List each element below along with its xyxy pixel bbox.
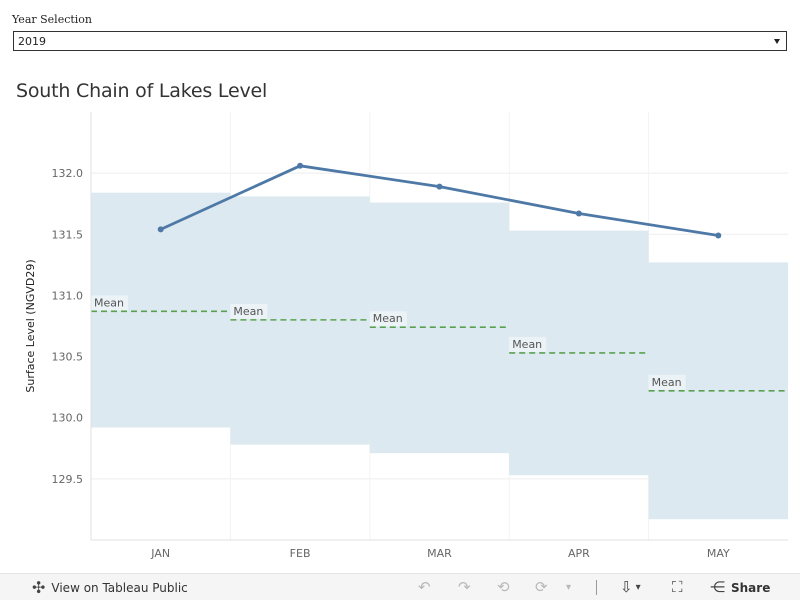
x-tick-label: FEB [290, 547, 311, 560]
refresh-icon: ⟳ [535, 578, 548, 596]
mean-label-bg [91, 295, 128, 311]
year-select[interactable]: 2019 [13, 31, 787, 51]
chevron-down-icon [774, 39, 780, 44]
x-tick-label: MAR [427, 547, 452, 560]
download-button[interactable]: ⇩ ▾ [620, 574, 641, 600]
caret-down-icon: ▾ [566, 582, 572, 593]
toolbar-divider [596, 580, 597, 595]
mean-label: Mean [94, 296, 124, 309]
share-button[interactable]: ⋲ Share [710, 574, 770, 600]
y-tick-label: 131.0 [52, 289, 84, 302]
range-bands [91, 192, 788, 520]
revert-button[interactable]: ⟲ [497, 574, 510, 600]
mean-label-bg [369, 311, 407, 327]
redo-icon: ↷ [458, 578, 471, 596]
level-series [157, 162, 722, 239]
view-on-tableau-label: View on Tableau Public [51, 580, 188, 595]
y-axis-title: Surface Level (NGVD29) [24, 259, 37, 392]
level-point [575, 210, 582, 217]
level-point [297, 162, 304, 169]
level-point [157, 226, 164, 233]
tableau-toolbar: ✣ View on Tableau Public ↶ ↷ ⟲ ⟳ ▾ ⇩ ▾ ⛶… [0, 573, 800, 600]
x-tick-label: APR [568, 547, 590, 560]
level-point [436, 183, 443, 190]
chart-title: South Chain of Lakes Level [16, 80, 268, 102]
redo-button[interactable]: ↷ [458, 574, 471, 600]
mean-label: Mean [233, 305, 263, 318]
y-tick-label: 130.5 [52, 351, 84, 364]
refresh-menu-button[interactable]: ▾ [566, 574, 571, 600]
tableau-logo-icon: ✣ [32, 578, 46, 597]
revert-icon: ⟲ [497, 578, 510, 596]
y-tick-label: 129.5 [52, 473, 84, 486]
mean-label-bg [509, 336, 547, 352]
mean-label-bg [230, 303, 268, 319]
level-point [715, 232, 722, 239]
y-tick-label: 132.0 [52, 167, 84, 180]
caret-down-icon: ▾ [635, 582, 641, 593]
mean-label: Mean [512, 338, 542, 351]
view-on-tableau-button[interactable]: ✣ View on Tableau Public [32, 574, 188, 600]
y-tick-label: 131.5 [52, 228, 84, 241]
lake-level-chart: Mean Mean Mean Mean Mean 129.5 130.0 130.5 131.… [24, 112, 788, 560]
mean-lines: Mean Mean Mean Mean Mean [91, 295, 788, 392]
year-select-value: 2019 [18, 35, 46, 48]
download-icon: ⇩ [620, 578, 633, 596]
mean-label: Mean [373, 312, 403, 325]
share-label: Share [731, 580, 771, 595]
fullscreen-button[interactable]: ⛶ [672, 574, 683, 600]
mean-label: Mean [652, 376, 682, 389]
year-selection-label: Year Selection [12, 13, 93, 26]
fullscreen-icon: ⛶ [672, 578, 683, 596]
x-tick-label: JAN [150, 547, 170, 560]
y-tick-label: 130.0 [52, 412, 84, 425]
undo-icon: ↶ [418, 578, 431, 596]
mean-label-bg [648, 374, 686, 390]
refresh-button[interactable]: ⟳ [535, 574, 548, 600]
axes: 129.5 130.0 130.5 131.0 131.5 132.0 JAN FEB MAR A… [52, 112, 788, 560]
undo-button[interactable]: ↶ [418, 574, 431, 600]
share-icon: ⋲ [710, 578, 725, 596]
x-tick-label: MAY [707, 547, 730, 560]
